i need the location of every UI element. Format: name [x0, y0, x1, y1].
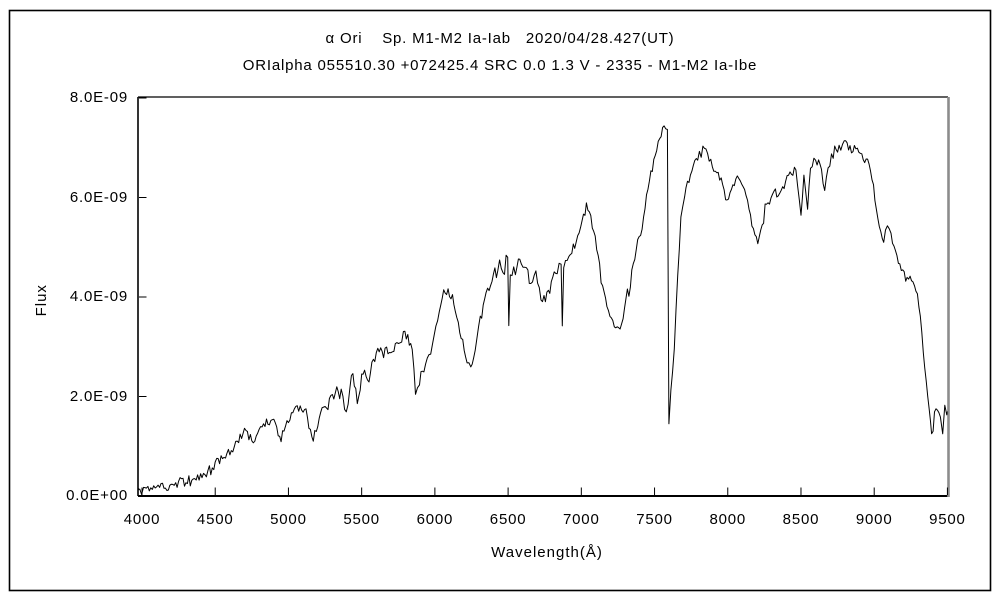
y-axis-label-flux: Flux [32, 284, 50, 317]
x-tick-label-7000: 7000 [563, 511, 600, 528]
x-tick-label-8000: 8000 [709, 511, 747, 528]
axis-ticks [139, 97, 948, 495]
x-tick-label-6000: 6000 [416, 511, 454, 528]
y-tick-label-4.0E-09: 4.0E-09 [69, 288, 128, 305]
y-tick-label-6.0E-09: 6.0E-09 [69, 188, 128, 206]
plot-border [137, 96, 950, 497]
x-tick-label-9000: 9000 [855, 511, 893, 528]
x-tick-label-4000: 4000 [123, 511, 161, 528]
outer-frame [8, 9, 992, 592]
x-tick-label-4500: 4500 [196, 511, 234, 528]
x-tick-label-9500: 9500 [929, 511, 966, 528]
x-tick-label-5000: 5000 [270, 511, 307, 528]
x-tick-label-7500: 7500 [636, 511, 673, 528]
chart-subtitle: ORIalpha 055510.30 +072425.4 SRC 0.0 1.3… [242, 57, 758, 74]
spectrum-polyline [138, 125, 948, 495]
x-axis-label-wavelength: Wavelength(Å) [491, 544, 603, 561]
y-tick-label-2.0E-09: 2.0E-09 [69, 387, 128, 405]
chart-title: α Ori Sp. M1-M2 Ia-Iab 2020/04/28.427(UT… [325, 30, 675, 47]
y-tick-label-0.0E+00: 0.0E+00 [66, 487, 128, 504]
x-tick-label-5500: 5500 [343, 511, 380, 528]
x-tick-label-6500: 6500 [489, 511, 527, 528]
x-tick-label-8500: 8500 [782, 511, 820, 528]
y-tick-label-8.0E-09: 8.0E-09 [69, 89, 128, 106]
